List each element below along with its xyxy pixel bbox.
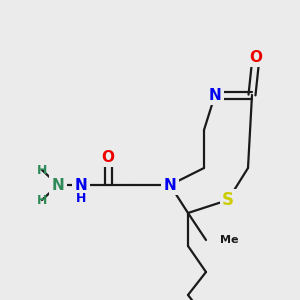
- Text: H: H: [76, 191, 86, 205]
- Text: N: N: [164, 178, 176, 193]
- Text: H: H: [37, 164, 47, 176]
- Text: Me: Me: [220, 235, 239, 245]
- Text: O: O: [101, 149, 115, 164]
- Text: N: N: [208, 88, 221, 103]
- Text: O: O: [250, 50, 262, 64]
- Text: H: H: [37, 194, 47, 206]
- Text: N: N: [52, 178, 64, 193]
- Text: N: N: [75, 178, 87, 193]
- Text: S: S: [222, 191, 234, 209]
